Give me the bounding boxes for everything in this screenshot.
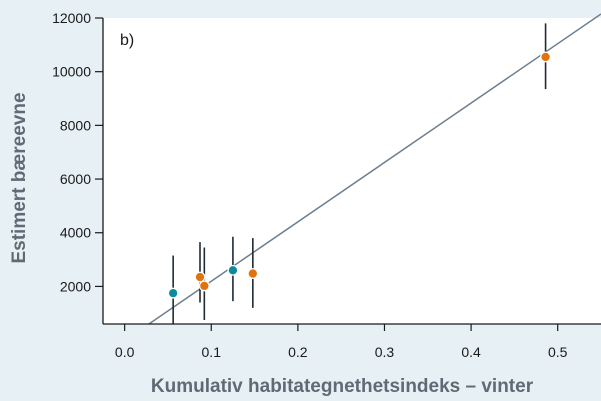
data-point	[247, 268, 259, 279]
x-tick-label: 0.3	[375, 344, 395, 360]
fit-line-layer	[148, 13, 601, 325]
data-point	[194, 271, 206, 283]
fit-line	[148, 13, 601, 325]
x-tick-label: 0.1	[202, 344, 222, 360]
y-tick-label: 6000	[60, 171, 91, 187]
x-tick-layer: 0.0 0.1 0.2 0.3 0.4 0.5	[115, 324, 568, 360]
x-tick-label: 0.0	[115, 344, 135, 360]
data-point	[227, 264, 239, 276]
data-point	[167, 287, 179, 299]
y-tick-label: 2000	[60, 278, 91, 294]
y-axis-title: Estimert bæreevne	[9, 92, 30, 263]
y-tick-label: 4000	[60, 225, 91, 241]
x-tick-label: 0.2	[288, 344, 308, 360]
data-point	[198, 280, 210, 292]
x-axis-title: Kumulativ habitategnethetsindeks – vinte…	[151, 376, 534, 397]
data-point-layer	[167, 51, 552, 299]
y-tick-label: 10000	[52, 64, 91, 80]
panel-label: b)	[120, 32, 134, 49]
plot-background	[103, 18, 601, 324]
data-point	[540, 51, 552, 63]
x-tick-label: 0.4	[461, 344, 481, 360]
y-tick-label: 12000	[52, 10, 91, 26]
y-tick-layer: 2000 4000 6000 8000 10000 12000	[52, 10, 103, 294]
y-tick-label: 8000	[60, 117, 91, 133]
x-tick-label: 0.5	[548, 344, 568, 360]
